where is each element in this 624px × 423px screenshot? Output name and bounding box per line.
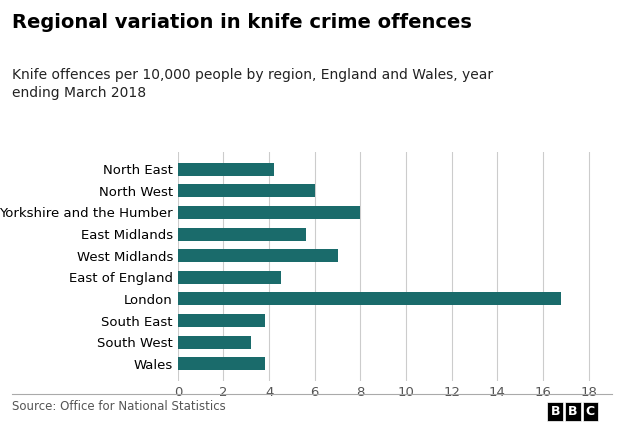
Bar [178, 228, 306, 241]
Bar [178, 184, 314, 197]
Bar [178, 357, 265, 370]
Bar [178, 249, 338, 262]
Bar [178, 336, 251, 349]
Bar [178, 292, 562, 305]
Text: Source: Office for National Statistics: Source: Office for National Statistics [12, 400, 227, 413]
Text: B: B [550, 405, 560, 418]
Bar [178, 163, 274, 176]
Bar [178, 206, 361, 219]
Text: Regional variation in knife crime offences: Regional variation in knife crime offenc… [12, 13, 472, 32]
Text: C: C [586, 405, 595, 418]
Text: Knife offences per 10,000 people by region, England and Wales, year
ending March: Knife offences per 10,000 people by regi… [12, 68, 494, 100]
Bar [178, 271, 281, 284]
Text: B: B [568, 405, 578, 418]
Bar [178, 314, 265, 327]
